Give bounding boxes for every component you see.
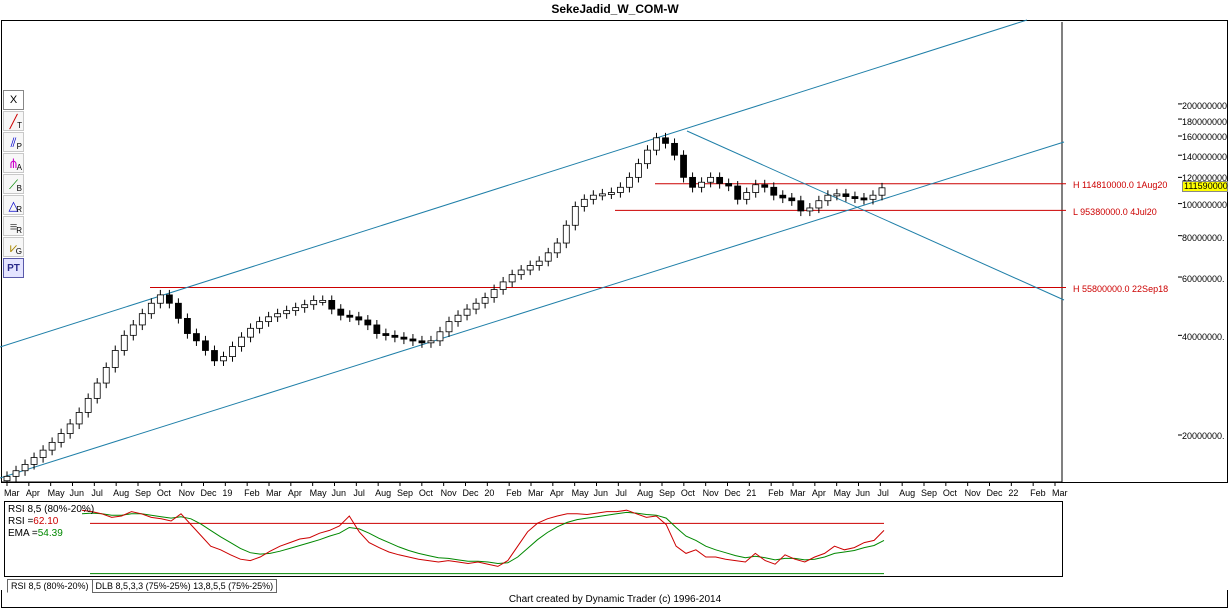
time-axis-label: Nov [964, 488, 981, 498]
time-axis-label: 20 [484, 488, 495, 498]
price-axis-label: 100000000 [1182, 200, 1228, 210]
time-axis-label: Mar [266, 488, 282, 498]
time-axis-label: Feb [506, 488, 522, 498]
time-axis-label: Apr [287, 488, 302, 498]
time-axis-label: Oct [418, 488, 433, 498]
tool-label-r1: R [16, 205, 22, 214]
time-axis-label: Aug [113, 488, 130, 498]
time-axis-label: Feb [244, 488, 260, 498]
level-label-high-2018: H 55800000.0 22Sep18 [1073, 284, 1169, 294]
tool-label-x: X [9, 94, 18, 106]
price-axis-label: 60000000. [1182, 274, 1225, 284]
time-axis-label: Dec [724, 488, 741, 498]
chart-frame [1, 20, 1228, 483]
time-axis-label: Sep [659, 488, 676, 498]
time-axis-label: Mar [528, 488, 544, 498]
time-axis-label: Aug [375, 488, 392, 498]
tool-label-a: A [16, 163, 22, 172]
level-label-low: L 95380000.0 4Jul20 [1073, 207, 1157, 217]
time-axis-label: Mar [1052, 488, 1068, 498]
time-axis-label: Jul [877, 488, 889, 498]
time-axis-label: Sep [921, 488, 938, 498]
time-axis-label: Mar [790, 488, 806, 498]
price-axis-label: 180000000 [1182, 117, 1228, 127]
rsi-panel-header: RSI 8,5 (80%-20%) [8, 504, 95, 515]
price-axis-label: 80000000. [1182, 233, 1225, 243]
b-tool-icon[interactable]: ⟋ B [3, 174, 24, 194]
time-axis-label: Dec [986, 488, 1003, 498]
time-axis-label: Apr [811, 488, 826, 498]
time-axis-label: Oct [680, 488, 695, 498]
price-axis-label: 20000000. [1182, 431, 1225, 441]
current-price-tag: 111590000 [1182, 181, 1228, 192]
time-axis-label: Aug [637, 488, 654, 498]
time-axis-label: Apr [549, 488, 564, 498]
pt-icon[interactable]: PT [3, 258, 24, 278]
price-axis-label: 160000000 [1182, 132, 1228, 142]
rsi-panel-frame [4, 501, 1063, 577]
time-axis-label: Jul [91, 488, 103, 498]
time-axis-label: Nov [440, 488, 457, 498]
r-lines-icon[interactable]: ≡ R [3, 216, 24, 236]
time-axis-label: Oct [156, 488, 171, 498]
tab-dlb[interactable]: DLB 8,5,3,3 (75%-25%) 13,8,5,5 (75%-25%) [91, 579, 278, 593]
price-axis-label: 120000000 [1182, 173, 1228, 183]
time-axis-label: May [833, 488, 851, 498]
time-axis-label: Dec [200, 488, 217, 498]
time-axis-label: Nov [178, 488, 195, 498]
time-axis-label: Feb [1030, 488, 1046, 498]
parallel-lines-icon[interactable]: ⫽ P [3, 132, 24, 152]
time-axis-label: Jun [855, 488, 871, 498]
ema-value-readout: EMA =54.39 [8, 528, 63, 539]
indicator-tabs: RSI 8,5 (80%-20%) DLB 8,5,3,3 (75%-25%) … [7, 579, 278, 593]
ema-readout: EMA =54.39 [8, 528, 63, 539]
andrews-pitchfork-icon[interactable]: ⋔ A [3, 153, 24, 173]
time-axis-label: Apr [25, 488, 40, 498]
tool-label-r2: R [16, 226, 22, 235]
footer-credit: Chart created by Dynamic Trader (c) 1996… [508, 594, 722, 605]
time-axis-label: 22 [1008, 488, 1019, 498]
time-axis-label: Nov [702, 488, 719, 498]
price-axis-label: 200000000 [1182, 101, 1228, 111]
time-axis-label: Jun [331, 488, 347, 498]
time-axis-label: Feb [768, 488, 784, 498]
time-axis-label: May [309, 488, 327, 498]
tool-label-p: P [16, 142, 22, 151]
footer-frame [1, 590, 1228, 608]
time-axis-label: Mar [4, 488, 20, 498]
time-axis-label: Jun [69, 488, 85, 498]
chart-title: SekeJadid_W_COM-W [551, 2, 679, 16]
g-fan-icon[interactable]: ⩗ G [3, 237, 24, 257]
time-axis-label: Aug [899, 488, 916, 498]
price-axis-label: 40000000. [1182, 332, 1225, 342]
time-axis-label: 21 [746, 488, 757, 498]
time-axis-label: Dec [462, 488, 479, 498]
rsi-value-readout: RSI =62.10 [8, 516, 58, 527]
time-axis-label: Jun [593, 488, 609, 498]
time-axis-label: 19 [222, 488, 233, 498]
tool-label-pt: PT [7, 262, 20, 274]
time-axis-label: Sep [135, 488, 152, 498]
close-x-icon[interactable]: X [3, 90, 24, 110]
time-axis-label: Sep [397, 488, 414, 498]
time-axis-label: May [571, 488, 589, 498]
drawing-toolbar: X ╱ T ⫽ P ⋔ A ⟋ B △ R ≡ R ⩗ G PT [3, 90, 27, 278]
price-axis-label: 140000000 [1182, 152, 1228, 162]
tool-label-t: T [17, 121, 22, 130]
time-axis-label: May [47, 488, 65, 498]
trendline-icon[interactable]: ╱ T [3, 111, 24, 131]
r-tool-icon[interactable]: △ R [3, 195, 24, 215]
time-axis-label: Oct [942, 488, 957, 498]
level-label-high: H 114810000.0 1Aug20 [1073, 180, 1168, 190]
time-axis-label: Jul [615, 488, 627, 498]
tool-label-g: G [15, 247, 22, 256]
time-axis-label: Jul [353, 488, 365, 498]
tool-label-b: B [16, 184, 22, 193]
rsi-readout: RSI =62.10 [8, 516, 59, 527]
